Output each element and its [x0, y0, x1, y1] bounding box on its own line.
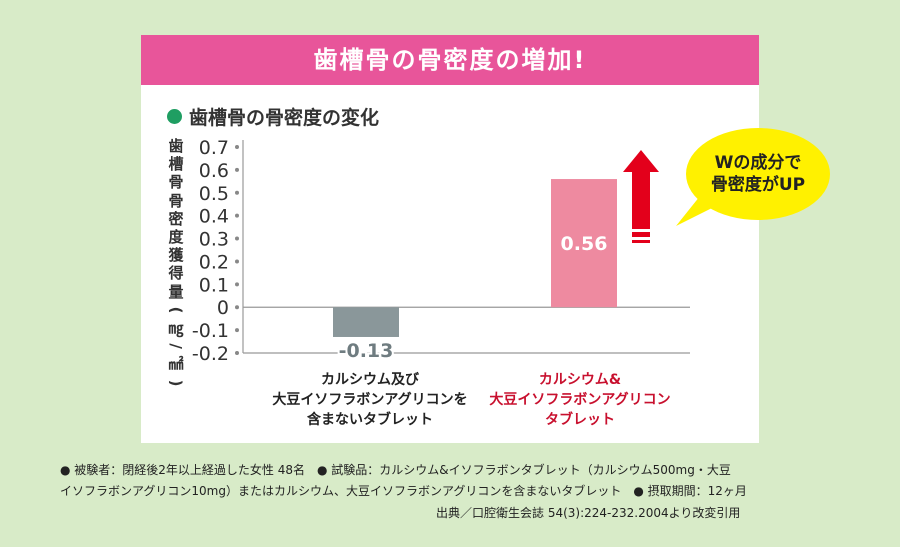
bar-2-value-label: 0.56	[561, 233, 608, 255]
chart-title: 歯槽骨の骨密度の変化	[167, 103, 379, 130]
y-tick-label: 0.7	[199, 137, 229, 159]
x-category-line: タブレット	[545, 412, 615, 428]
y-tick-dot	[235, 282, 239, 287]
y-tick-dot	[235, 259, 239, 264]
y-tick-label: 0.5	[199, 183, 229, 205]
callout-bubble: Wの成分で 骨密度がUP	[686, 128, 830, 220]
bar-2	[551, 179, 617, 308]
up-arrow-icon	[623, 150, 659, 243]
arrow-stripe	[632, 229, 650, 232]
x-category-2: カルシウム& 大豆イソフラボンアグリコン タブレット	[480, 370, 680, 430]
bar-1	[333, 307, 399, 337]
y-tick-label: 0.1	[199, 274, 229, 296]
x-category-line: カルシウム&	[538, 372, 622, 388]
bar-1-value-label: -0.13	[339, 340, 394, 362]
chart-title-text: 歯槽骨の骨密度の変化	[189, 107, 380, 129]
footnote-line-2: イソフラボンアグリコン10mg）またはカルシウム、大豆イソフラボンアグリコンを含…	[60, 484, 747, 498]
footnote-source: 出典／口腔衛生会誌 54(3):224-232.2004より改変引用	[436, 506, 741, 520]
footnote-line-1: ● 被験者：閉経後2年以上経過した女性 48名 ● 試験品：カルシウム&イソフラ…	[60, 463, 731, 477]
y-tick-dot	[235, 145, 239, 149]
y-tick-label: 0.4	[199, 206, 229, 228]
x-category-line: カルシウム及び	[321, 372, 419, 388]
x-category-line: 含まないタブレット	[307, 412, 433, 428]
y-tick-dot	[235, 351, 239, 355]
banner-title: 歯槽骨の骨密度の増加!	[141, 35, 759, 85]
y-tick-dot	[235, 236, 239, 241]
y-tick-label: -0.1	[192, 320, 229, 342]
x-category-line: 大豆イソフラボンアグリコンを	[272, 392, 468, 408]
y-tick-dot	[235, 328, 239, 333]
y-tick-dot	[235, 213, 239, 218]
y-tick-dot	[235, 190, 239, 195]
y-axis-label: 歯槽骨骨密度獲得量(㎎ / ㎟)	[167, 137, 186, 387]
y-tick-label: 0.2	[199, 251, 229, 273]
green-dot-icon	[167, 109, 182, 124]
y-tick-label: 0	[217, 297, 229, 319]
y-tick-dot	[235, 167, 239, 172]
x-category-1: カルシウム及び大豆イソフラボンアグリコンを 含まないタブレット	[270, 370, 470, 430]
arrow-stripe	[632, 237, 650, 240]
chart-card: 歯槽骨の骨密度の増加! 歯槽骨の骨密度の変化	[141, 35, 759, 443]
y-tick-label: 0.3	[199, 229, 229, 251]
y-tick-label: 0.6	[199, 160, 229, 182]
x-category-line: 大豆イソフラボンアグリコン	[489, 392, 671, 408]
y-tick-label: -0.2	[192, 343, 229, 365]
y-tick-dot	[235, 305, 239, 310]
callout-line-1: Wの成分で	[714, 153, 802, 173]
callout-line-2: 骨密度がUP	[710, 175, 806, 195]
